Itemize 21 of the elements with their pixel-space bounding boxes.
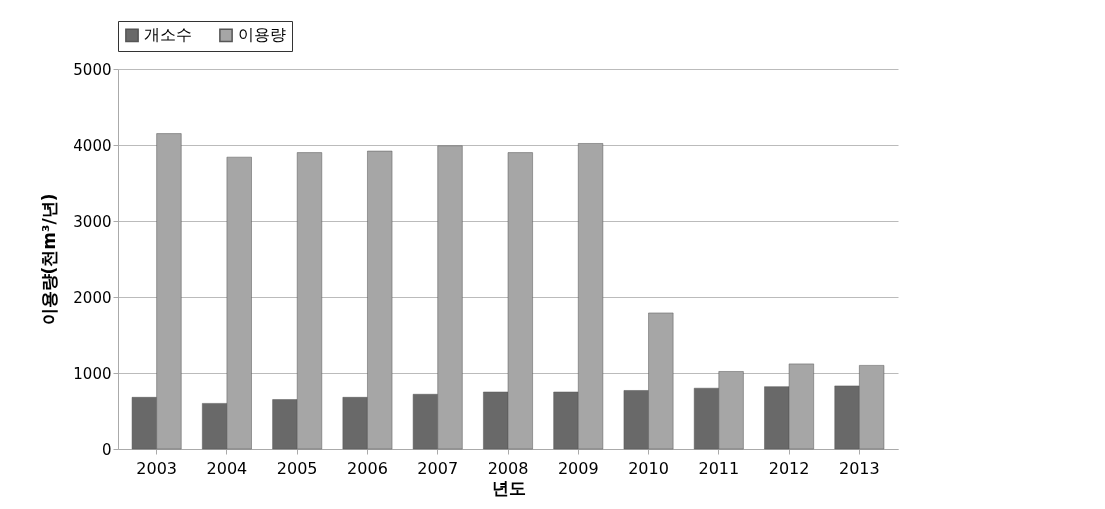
- y-tick-label: 0: [101, 440, 112, 459]
- y-tick-label: 4000: [73, 136, 112, 155]
- y-tick-label: 2000: [73, 288, 112, 307]
- x-tick-label: 2008: [487, 458, 529, 478]
- y-tick-label: 3000: [73, 212, 112, 231]
- y-axis-title: 이용량(천m³/년): [39, 193, 60, 326]
- y-tick-label: 1000: [73, 364, 112, 383]
- x-tick-label: 2005: [276, 458, 318, 478]
- legend-label: 개소수: [144, 25, 192, 45]
- x-tick-label: 2009: [557, 458, 599, 478]
- x-tick-label: 2011: [698, 458, 740, 478]
- legend-label: 이용량: [238, 25, 286, 45]
- x-tick-label: 2007: [417, 458, 459, 478]
- x-tick-label: 2003: [136, 458, 178, 478]
- x-tick-label: 2006: [347, 458, 388, 478]
- x-tick-label: 2013: [838, 458, 880, 478]
- x-tick-label: 2010: [628, 458, 669, 478]
- y-tick-label: 5000: [73, 60, 112, 79]
- x-tick-label: 2004: [206, 458, 248, 478]
- x-tick-label: 2012: [768, 458, 810, 478]
- x-axis-title: 년도: [491, 477, 526, 498]
